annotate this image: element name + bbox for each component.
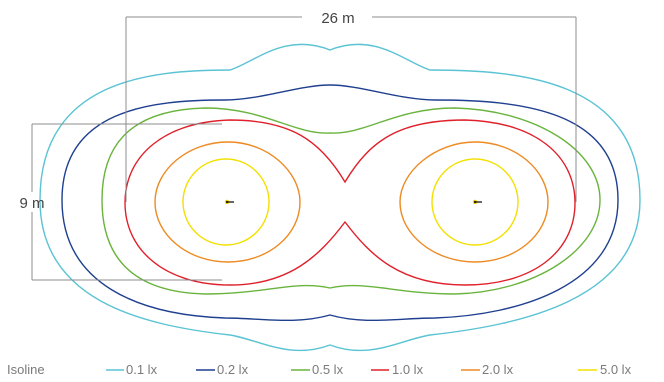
isoline-0-5-lx bbox=[101, 107, 601, 295]
legend-label-0-2-lx: 0.2 lx bbox=[217, 362, 249, 377]
luminaire-left bbox=[224, 199, 234, 205]
isoline-1-0-lx bbox=[124, 119, 576, 286]
legend-label-2-0-lx: 2.0 lx bbox=[482, 362, 514, 377]
legend: Isoline 0.1 lx 0.2 lx 0.5 lx 1.0 lx 2.0 … bbox=[7, 362, 632, 377]
isoline-0-1-lx bbox=[39, 43, 641, 352]
height-dimension-label: 9 m bbox=[19, 195, 44, 212]
legend-label-1-0-lx: 1.0 lx bbox=[392, 362, 424, 377]
legend-title: Isoline bbox=[7, 362, 45, 377]
height-dimension bbox=[31, 123, 222, 281]
isoline-2-0-lx bbox=[154, 141, 301, 263]
legend-label-0-5-lx: 0.5 lx bbox=[312, 362, 344, 377]
width-dimension bbox=[125, 16, 577, 202]
luminaire-right bbox=[472, 199, 482, 205]
luminaire-left-center bbox=[226, 201, 228, 203]
legend-label-5-0-lx: 5.0 lx bbox=[600, 362, 632, 377]
width-dimension-label: 26 m bbox=[321, 10, 354, 27]
legend-label-0-1-lx: 0.1 lx bbox=[126, 362, 158, 377]
isoline-5-0-lx-right bbox=[431, 158, 519, 246]
luminaire-right-center bbox=[474, 201, 476, 203]
isoline-2-0-lx-right bbox=[399, 141, 549, 263]
isoline-0-2-lx bbox=[61, 84, 619, 322]
isoline-5-0-lx bbox=[182, 158, 270, 246]
